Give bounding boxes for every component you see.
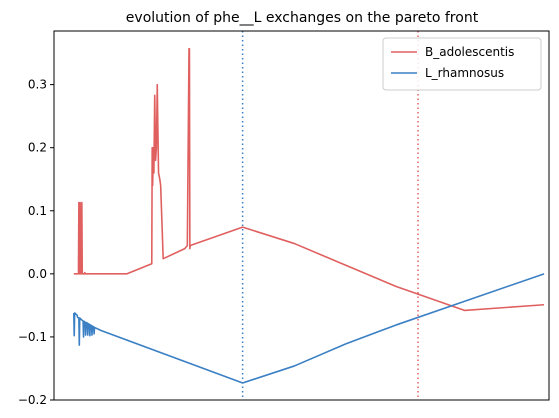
y-tick-label: −0.1: [18, 330, 47, 344]
y-tick-label: 0.3: [28, 78, 47, 92]
y-tick-label: 0.0: [28, 267, 47, 281]
y-tick-label: 0.1: [28, 204, 47, 218]
legend-label: L_rhamnosus: [425, 66, 504, 80]
legend: B_adolescentis L_rhamnosus: [383, 38, 541, 90]
series-line-l-rhamnosus: [74, 274, 544, 383]
legend-label: B_adolescentis: [425, 45, 514, 59]
chart-title: evolution of phe__L exchanges on the par…: [126, 10, 479, 26]
y-tick-label: −0.2: [18, 393, 47, 407]
y-tick-label: 0.2: [28, 141, 47, 155]
